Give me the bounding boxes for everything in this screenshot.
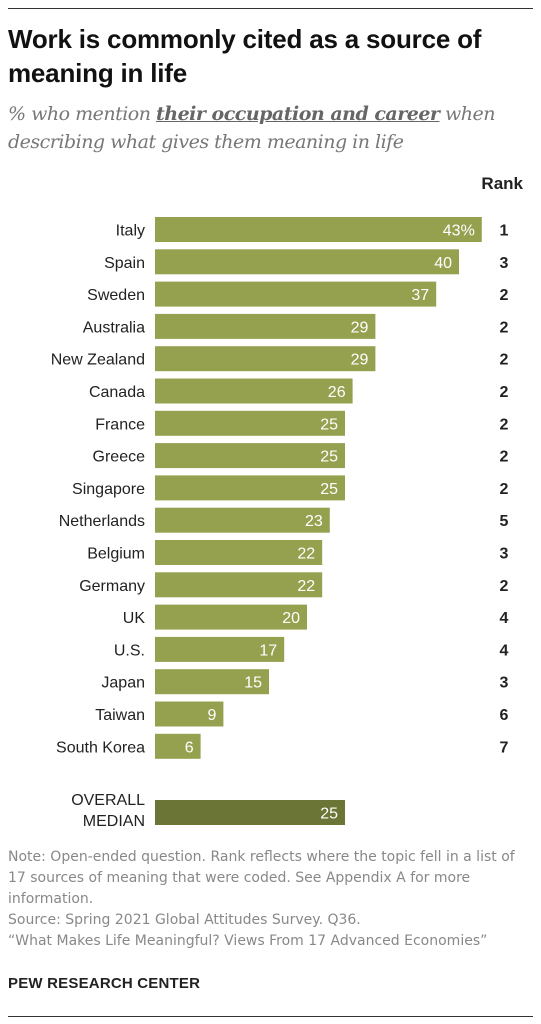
- median-bar: [155, 800, 345, 825]
- rank-value: 1: [500, 223, 509, 240]
- bar-value-label: 25: [320, 416, 338, 433]
- category-label: Italy: [116, 223, 145, 240]
- bar-value-label: 25: [320, 449, 338, 466]
- bottom-rule: [8, 1016, 533, 1017]
- category-label: Canada: [89, 384, 145, 401]
- category-label: UK: [123, 610, 146, 627]
- bar-value-label: 15: [244, 675, 262, 692]
- bar-value-label: 23: [305, 513, 323, 530]
- bar: [155, 507, 330, 533]
- note-text: Note: Open-ended question. Rank reflects…: [8, 849, 515, 907]
- bar-value-label: 22: [297, 578, 315, 595]
- bar: [155, 572, 323, 598]
- bar: [155, 281, 437, 307]
- rank-value: 2: [500, 481, 509, 498]
- category-label: Sweden: [87, 287, 145, 304]
- rank-value: 2: [500, 319, 509, 336]
- rank-value: 2: [500, 449, 509, 466]
- rank-value: 2: [500, 352, 509, 369]
- rank-value: 7: [500, 739, 509, 756]
- category-label: Spain: [104, 255, 145, 272]
- subtitle-emphasis: their occupation and career: [156, 103, 440, 125]
- bar: [155, 701, 224, 727]
- bar-value-label: 29: [351, 319, 369, 336]
- bar-value-label: 17: [259, 642, 277, 659]
- bar: [155, 604, 307, 630]
- rank-value: 2: [500, 578, 509, 595]
- category-label: Germany: [79, 578, 145, 595]
- bar-value-label: 29: [351, 352, 369, 369]
- rank-value: 2: [500, 287, 509, 304]
- bar-value-label: 37: [411, 287, 429, 304]
- subtitle-suffix: when describing what gives them meaning …: [8, 103, 495, 153]
- bar-value-label: 9: [207, 707, 216, 724]
- category-label: Belgium: [87, 546, 145, 563]
- bar-value-label: 22: [297, 546, 315, 563]
- bar-value-label: 43%: [443, 223, 475, 240]
- bar: [155, 733, 201, 759]
- rank-value: 6: [500, 707, 509, 724]
- bar: [155, 346, 376, 372]
- category-label: New Zealand: [51, 352, 145, 369]
- rank-value: 3: [500, 255, 509, 272]
- bar: [155, 475, 345, 501]
- source-text: Source: Spring 2021 Global Attitudes Sur…: [8, 912, 361, 928]
- rank-value: 2: [500, 416, 509, 433]
- bar: [155, 669, 269, 695]
- brand-logo-text: PEW RESEARCH CENTER: [8, 975, 201, 992]
- bar: [155, 636, 285, 662]
- bar-value-label: 20: [282, 610, 300, 627]
- bar: [155, 443, 345, 469]
- bar: [155, 313, 376, 339]
- rank-column-header: Rank: [481, 174, 523, 193]
- chart-subtitle: % who mention their occupation and caree…: [8, 100, 533, 156]
- top-rule: [8, 8, 533, 9]
- rank-value: 4: [500, 610, 509, 627]
- rank-value: 3: [500, 546, 509, 563]
- rank-value: 2: [500, 384, 509, 401]
- category-label: Netherlands: [59, 513, 145, 530]
- category-label: Singapore: [72, 481, 145, 498]
- bar-value-label: 40: [434, 255, 452, 272]
- rank-value: 4: [500, 642, 509, 659]
- chart-title: Work is commonly cited as a source of me…: [8, 24, 482, 88]
- category-label: France: [95, 416, 145, 433]
- rank-value: 5: [500, 513, 509, 530]
- bar: [155, 378, 353, 404]
- category-label: Australia: [83, 319, 145, 336]
- notes-block: Note: Open-ended question. Rank reflects…: [8, 847, 533, 952]
- category-label: Greece: [93, 449, 146, 466]
- median-label-line2: MEDIAN: [83, 813, 145, 830]
- category-label: Japan: [101, 675, 145, 692]
- median-value-label: 25: [320, 806, 338, 823]
- category-label: U.S.: [114, 642, 145, 659]
- median-label-line1: OVERALL: [71, 792, 145, 809]
- bar-value-label: 26: [328, 384, 346, 401]
- category-label: Taiwan: [95, 707, 145, 724]
- bar-value-label: 6: [185, 739, 194, 756]
- report-title: “What Makes Life Meaningful? Views From …: [8, 933, 488, 949]
- bar-value-label: 25: [320, 481, 338, 498]
- bar: [155, 249, 459, 275]
- subtitle-prefix: % who mention: [8, 103, 156, 125]
- bar: [155, 540, 323, 565]
- bar: [155, 410, 345, 436]
- rank-value: 3: [500, 675, 509, 692]
- category-label: South Korea: [56, 739, 145, 756]
- bar: [155, 217, 482, 242]
